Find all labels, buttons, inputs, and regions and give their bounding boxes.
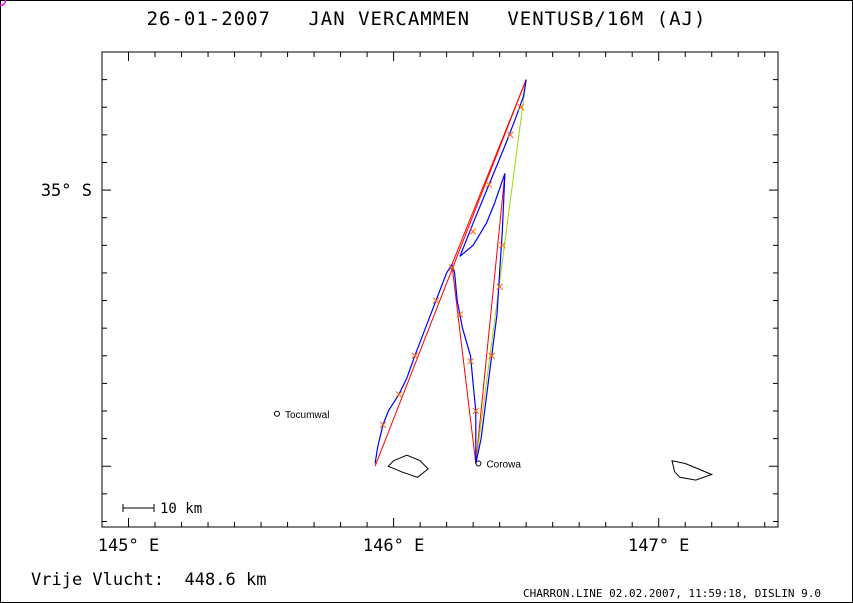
fix-marker [411,352,419,360]
distance-label: Vrije Vlucht: [31,570,165,590]
fix-marker [517,103,525,111]
flight-track [374,79,527,464]
x-tick-label: 145° E [98,536,159,556]
place-label: Corowa [486,459,521,470]
x-tick-label: 146° E [363,536,424,556]
fix-marker [395,391,403,398]
x-tick-label: 147° E [628,536,689,556]
closing-leg [475,79,527,464]
flight-date: 26-01-2007 [146,8,271,30]
fix-marker [469,228,477,235]
fix-marker [488,352,496,360]
fix-marker [432,297,440,304]
place-marker [273,410,280,417]
place-label: Tocumwal [285,410,329,421]
scale-bar [122,504,155,512]
scale-bar-label: 10 km [160,501,202,517]
fix-marker [498,241,506,249]
credit-line: CHARRON.LINE 02.02.2007, 11:59:18, DISLI… [522,587,821,600]
coast-outline [671,460,714,481]
turnpoint-marker [0,0,6,6]
distance-value: 448.6 km [184,570,267,590]
fix-marker [472,407,480,415]
fix-marker [456,311,464,318]
place-marker [475,460,482,467]
coast-outline [387,454,429,478]
fix-marker [467,357,474,365]
plot-area [101,51,779,528]
fix-marker [448,264,456,271]
glider-type: VENTUSB/16M (AJ) [507,8,707,30]
task-leg [374,79,527,467]
flight-title: 26-01-2007 JAN VERCAMMEN VENTUSB/16M (AJ… [0,8,853,30]
fix-marker [379,421,387,429]
task-leg [451,79,527,464]
pilot-name: JAN VERCAMMEN [308,8,471,30]
distance-readout: Vrije Vlucht: 448.6 km [31,570,266,590]
fix-marker [506,131,514,139]
fix-marker [496,283,504,291]
y-tick-label: 35° S [41,181,92,201]
fix-marker [485,181,493,188]
